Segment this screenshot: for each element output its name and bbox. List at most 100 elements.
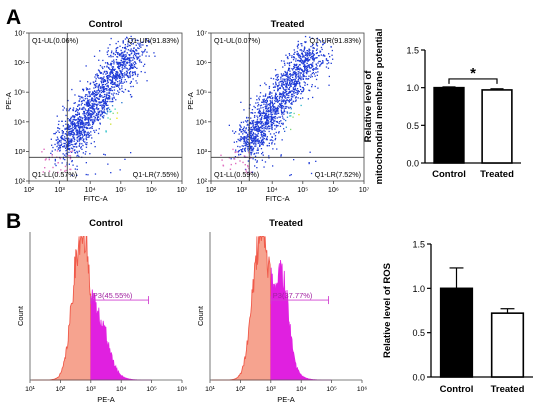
data-point <box>106 51 108 53</box>
data-point <box>290 85 292 87</box>
data-point <box>275 74 277 76</box>
data-point <box>84 98 86 100</box>
data-point <box>271 98 274 100</box>
data-point <box>113 92 115 94</box>
data-point <box>285 107 287 109</box>
data-point <box>106 94 108 96</box>
data-point <box>96 113 98 115</box>
data-point <box>239 128 241 130</box>
data-point <box>288 83 291 85</box>
data-point <box>289 90 292 93</box>
x-tick-label: 10⁴ <box>267 185 278 194</box>
data-point <box>88 124 90 126</box>
data-point <box>256 134 258 136</box>
data-point <box>87 101 90 103</box>
data-point <box>81 120 83 122</box>
data-point <box>263 133 265 135</box>
data-point <box>89 116 91 118</box>
data-point <box>253 127 255 129</box>
data-point <box>136 57 139 59</box>
data-point <box>126 36 128 38</box>
data-point <box>132 57 135 59</box>
data-point <box>96 101 98 103</box>
data-point <box>87 109 90 111</box>
data-point <box>282 100 285 102</box>
data-point <box>284 89 286 91</box>
x-axis-label: FITC-A <box>265 194 289 203</box>
data-point <box>104 96 106 98</box>
data-point <box>257 122 259 124</box>
data-point <box>259 84 261 87</box>
data-point <box>274 135 277 137</box>
data-point <box>270 97 272 100</box>
data-point <box>80 146 82 148</box>
category-label: Control <box>440 384 474 395</box>
data-point <box>257 130 260 133</box>
data-point <box>292 69 294 71</box>
quadrant-label: Q1-UR(91.83%) <box>127 36 179 45</box>
data-point <box>133 47 135 49</box>
data-point <box>312 68 314 71</box>
data-point <box>237 151 239 153</box>
data-point <box>115 84 117 87</box>
data-point <box>311 63 313 65</box>
data-point <box>101 81 103 83</box>
data-point <box>129 71 132 73</box>
data-point <box>262 99 264 101</box>
data-point <box>127 43 129 45</box>
data-point <box>285 83 287 85</box>
data-point <box>328 84 330 86</box>
data-point <box>82 139 84 141</box>
data-point <box>285 88 287 90</box>
data-point <box>65 123 67 125</box>
data-point <box>110 70 112 72</box>
data-point <box>297 65 299 67</box>
data-point <box>103 108 106 110</box>
data-point <box>253 140 255 143</box>
data-point <box>241 150 243 152</box>
data-point <box>83 107 85 109</box>
data-point <box>100 114 102 116</box>
data-point <box>65 155 67 157</box>
data-point <box>265 125 267 127</box>
data-point <box>285 97 287 99</box>
data-point <box>254 159 257 161</box>
data-point <box>252 132 254 134</box>
data-point <box>140 71 142 73</box>
data-point <box>100 86 102 88</box>
data-point <box>141 50 143 53</box>
data-point <box>269 125 271 127</box>
data-point <box>118 83 120 85</box>
data-point <box>120 82 122 84</box>
data-point <box>267 116 269 118</box>
data-point <box>54 143 56 146</box>
data-point <box>291 83 293 85</box>
data-point <box>121 57 123 59</box>
data-point <box>290 108 292 110</box>
data-point <box>67 140 69 142</box>
data-point <box>124 88 127 91</box>
data-point <box>307 57 309 59</box>
data-point <box>273 133 275 135</box>
data-point <box>105 131 107 133</box>
data-point <box>251 129 254 131</box>
data-point <box>280 95 282 98</box>
data-point <box>306 58 308 61</box>
data-point <box>252 158 254 160</box>
scatter-points <box>220 35 334 177</box>
data-point <box>248 145 250 148</box>
data-point <box>246 140 248 142</box>
data-point <box>289 99 292 101</box>
data-point <box>75 142 78 144</box>
data-point <box>99 93 101 96</box>
data-point <box>90 107 92 110</box>
data-point <box>135 49 137 51</box>
data-point <box>108 95 111 98</box>
data-point <box>284 70 286 73</box>
data-point <box>288 73 291 76</box>
data-point <box>301 45 303 47</box>
data-point <box>292 73 294 75</box>
data-point <box>258 140 260 142</box>
data-point <box>270 77 272 79</box>
